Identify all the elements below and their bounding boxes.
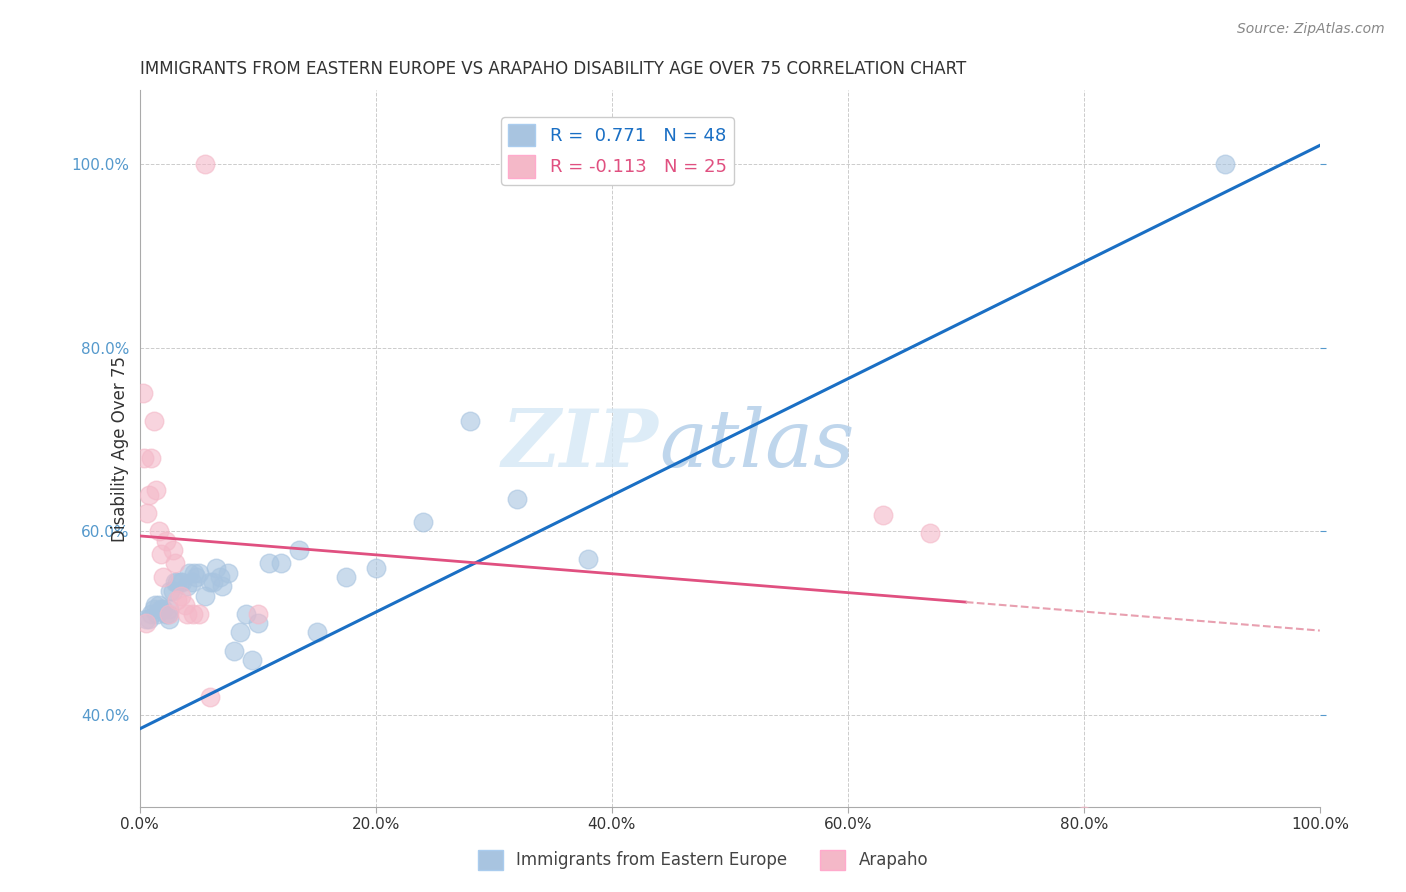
Point	[305, 625, 328, 640]
Point	[259, 557, 281, 571]
Point	[183, 566, 205, 580]
Point	[458, 414, 481, 428]
Point	[143, 598, 166, 612]
Point	[149, 547, 172, 561]
Point	[134, 450, 156, 465]
Point	[141, 450, 163, 465]
Point	[412, 515, 434, 529]
Point	[145, 483, 167, 497]
Point	[187, 566, 209, 580]
Point	[506, 492, 529, 507]
Point	[288, 542, 311, 557]
Point	[217, 566, 239, 580]
Point	[181, 607, 204, 621]
Point	[155, 533, 177, 548]
Point	[200, 690, 222, 704]
Point	[157, 612, 180, 626]
Point	[170, 589, 193, 603]
Text: atlas: atlas	[659, 406, 855, 483]
Point	[135, 506, 157, 520]
Point	[135, 612, 157, 626]
Text: Source: ZipAtlas.com: Source: ZipAtlas.com	[1237, 22, 1385, 37]
Point	[920, 526, 942, 541]
Point	[152, 602, 174, 616]
Point	[1073, 809, 1095, 823]
Point	[193, 589, 215, 603]
Point	[576, 552, 599, 566]
Point	[149, 602, 172, 616]
Legend: Immigrants from Eastern Europe, Arapaho: Immigrants from Eastern Europe, Arapaho	[471, 843, 935, 877]
Point	[162, 584, 184, 599]
Point	[179, 566, 201, 580]
Point	[148, 598, 170, 612]
Point	[235, 607, 257, 621]
Y-axis label: Disability Age Over 75: Disability Age Over 75	[111, 356, 128, 541]
Point	[141, 607, 163, 621]
Point	[162, 542, 184, 557]
Point	[246, 616, 269, 631]
Point	[146, 607, 169, 621]
Point	[180, 574, 202, 589]
Point	[169, 574, 191, 589]
Point	[173, 598, 195, 612]
Point	[364, 561, 387, 575]
Point	[156, 607, 179, 621]
Point	[152, 570, 174, 584]
Point	[335, 570, 357, 584]
Point	[201, 574, 224, 589]
Point	[132, 386, 155, 401]
Point	[186, 570, 208, 584]
Point	[159, 584, 181, 599]
Text: ZIP: ZIP	[502, 406, 659, 483]
Point	[142, 602, 165, 616]
Point	[155, 607, 177, 621]
Point	[222, 644, 245, 658]
Point	[208, 570, 231, 584]
Point	[1215, 157, 1237, 171]
Point	[246, 607, 269, 621]
Point	[157, 602, 180, 616]
Point	[211, 579, 233, 593]
Point	[193, 157, 215, 171]
Point	[240, 653, 263, 667]
Point	[270, 557, 292, 571]
Point	[142, 414, 165, 428]
Point	[166, 574, 188, 589]
Point	[187, 607, 209, 621]
Point	[176, 607, 198, 621]
Point	[165, 574, 187, 589]
Point	[138, 487, 160, 501]
Point	[872, 508, 894, 522]
Point	[135, 616, 157, 631]
Point	[165, 557, 187, 571]
Point	[205, 561, 228, 575]
Point	[138, 612, 160, 626]
Point	[229, 625, 252, 640]
Point	[148, 524, 170, 539]
Point	[172, 574, 194, 589]
Point	[200, 574, 222, 589]
Legend: R =  0.771   N = 48, R = -0.113   N = 25: R = 0.771 N = 48, R = -0.113 N = 25	[501, 117, 734, 185]
Point	[157, 607, 180, 621]
Point	[176, 579, 198, 593]
Point	[166, 593, 188, 607]
Text: IMMIGRANTS FROM EASTERN EUROPE VS ARAPAHO DISABILITY AGE OVER 75 CORRELATION CHA: IMMIGRANTS FROM EASTERN EUROPE VS ARAPAH…	[139, 60, 966, 78]
